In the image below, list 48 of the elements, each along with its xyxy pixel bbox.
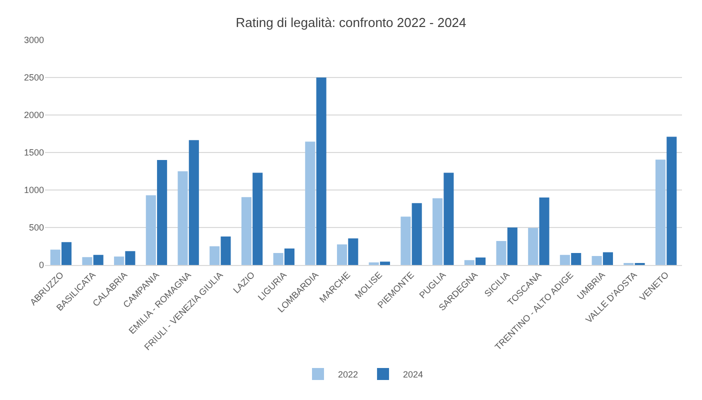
bar xyxy=(157,160,168,265)
y-tick-label: 3000 xyxy=(24,35,44,46)
bar xyxy=(125,251,136,265)
bar xyxy=(528,228,538,265)
bar xyxy=(305,142,316,265)
bar xyxy=(316,78,326,265)
y-tick-label: 0 xyxy=(38,260,44,270)
bar xyxy=(476,258,486,265)
bar xyxy=(210,246,220,265)
bar xyxy=(273,253,284,265)
bar xyxy=(400,216,411,265)
bar xyxy=(432,198,443,265)
bar xyxy=(82,257,92,265)
y-tick-label: 1500 xyxy=(24,148,44,158)
bar xyxy=(188,140,199,265)
bar xyxy=(146,195,156,265)
bar xyxy=(496,241,506,265)
y-tick-label: 500 xyxy=(28,222,44,233)
y-tick-label: 1000 xyxy=(24,185,44,196)
bar xyxy=(464,260,474,265)
legend-label: 2022 xyxy=(338,370,358,380)
bar xyxy=(178,171,188,265)
chart-title: Rating di legalità: confronto 2022 - 2024 xyxy=(236,15,466,30)
bar xyxy=(666,136,677,265)
legend-label: 2024 xyxy=(403,370,424,380)
bar xyxy=(114,256,124,265)
bar xyxy=(412,203,422,265)
bar xyxy=(241,197,252,265)
bar xyxy=(571,253,582,265)
bar xyxy=(380,262,390,265)
y-tick-label: 2000 xyxy=(24,110,44,120)
bar xyxy=(655,160,666,265)
bar xyxy=(50,250,60,265)
bar xyxy=(252,172,263,265)
bar xyxy=(602,252,613,265)
bar xyxy=(93,254,104,265)
bar xyxy=(336,244,348,265)
bar xyxy=(61,242,72,265)
bar xyxy=(560,254,570,265)
bar xyxy=(444,172,454,265)
bar xyxy=(539,198,550,265)
y-tick-label: 2500 xyxy=(24,72,44,83)
bar xyxy=(368,262,379,265)
bar xyxy=(220,236,231,265)
bar xyxy=(284,248,294,265)
bar xyxy=(507,228,518,265)
bar xyxy=(592,256,602,265)
bar xyxy=(348,238,358,265)
